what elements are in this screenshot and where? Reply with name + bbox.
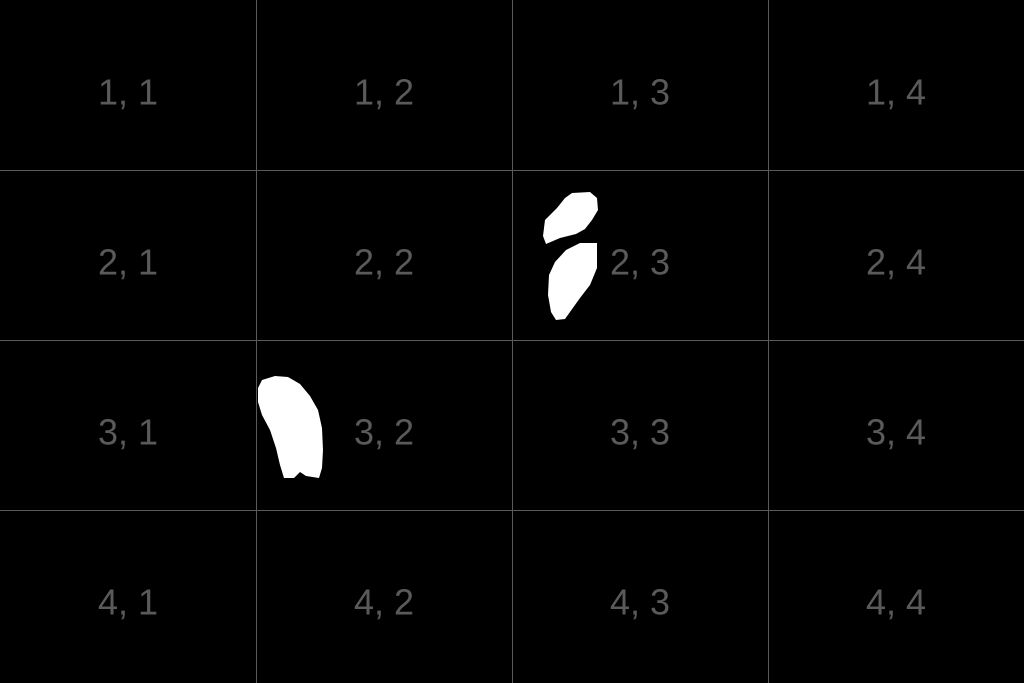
grid-cell-label: 1, 4 <box>866 72 926 113</box>
grid-cell-label: 2, 3 <box>610 242 670 283</box>
grid-cell-label: 3, 4 <box>866 412 926 453</box>
grid-cell-label: 4, 1 <box>98 582 158 623</box>
grid-cell-label: 1, 3 <box>610 72 670 113</box>
grid-cell-label: 2, 4 <box>866 242 926 283</box>
mask-shapes <box>258 192 598 478</box>
grid-cell-label: 3, 1 <box>98 412 158 453</box>
grid-cell-label: 3, 3 <box>610 412 670 453</box>
mask-blob-lower <box>258 376 323 478</box>
grid-cell-label: 2, 1 <box>98 242 158 283</box>
grid-cell-label: 1, 2 <box>354 72 414 113</box>
grid-cell-label: 4, 3 <box>610 582 670 623</box>
grid-cell-label: 3, 2 <box>354 412 414 453</box>
grid-labels: 1, 1 1, 2 1, 3 1, 4 2, 1 2, 2 2, 3 2, 4 3, 1 3, 2… <box>98 72 926 623</box>
mask-blob-upper <box>543 192 598 244</box>
grid-cell-label: 1, 1 <box>98 72 158 113</box>
grid-cell-label: 2, 2 <box>354 242 414 283</box>
mask-blob-middle <box>548 243 597 320</box>
grid-cell-label: 4, 4 <box>866 582 926 623</box>
grid-cell-label: 4, 2 <box>354 582 414 623</box>
